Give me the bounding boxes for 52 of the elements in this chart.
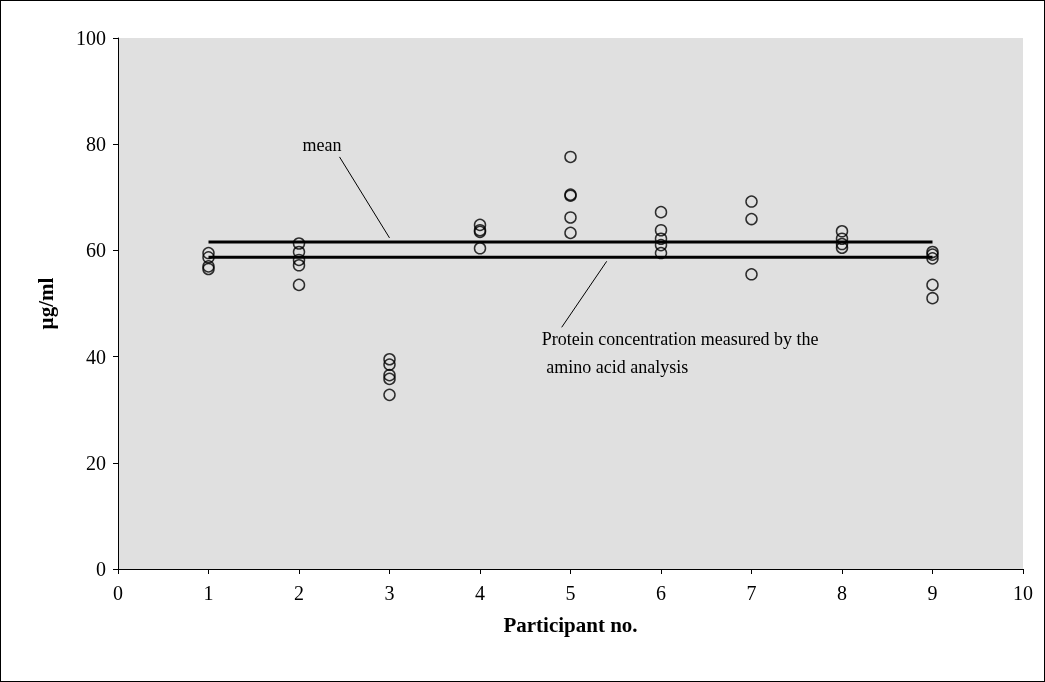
y-tick-label: 80 [86, 133, 106, 156]
point [473, 242, 487, 255]
x-tick-label: 5 [565, 582, 576, 604]
point [654, 238, 668, 252]
point [564, 211, 577, 224]
point [292, 253, 306, 267]
annotation: mean [302, 134, 342, 155]
point [654, 205, 668, 219]
point [926, 278, 939, 292]
point [745, 268, 758, 281]
x-tick-label: 2 [294, 582, 304, 604]
point [292, 259, 306, 272]
point [202, 246, 215, 260]
y-axis-title: µg/ml [33, 277, 58, 330]
point [835, 241, 849, 254]
annotation: Protein concentration measured by the amino acid analysis [541, 329, 819, 378]
point [292, 245, 306, 259]
x-tick-label: 9 [927, 582, 938, 604]
point [292, 278, 306, 292]
point [383, 358, 396, 371]
x-tick-label: 1 [203, 582, 214, 604]
point [383, 388, 396, 402]
y-tick-label: 100 [76, 27, 106, 49]
point [926, 252, 939, 265]
x-tick-label: 4 [475, 582, 485, 604]
point [835, 237, 849, 251]
y-tick-label: 0 [96, 558, 106, 580]
x-tick-label: 3 [384, 582, 395, 604]
y-tick-label: 40 [86, 345, 106, 368]
point [473, 218, 487, 232]
point [835, 232, 849, 245]
point [292, 237, 306, 250]
x-tick-label: 10 [1013, 582, 1033, 604]
point [202, 251, 215, 264]
point [835, 225, 849, 238]
point [383, 353, 396, 366]
y-tick-label: 60 [86, 239, 106, 262]
point [745, 195, 758, 208]
point [383, 368, 396, 382]
x-axis-title: Participant no. [503, 612, 638, 637]
point [383, 372, 396, 386]
x-tick-label: 6 [656, 582, 666, 604]
y-tick-label: 20 [86, 451, 106, 474]
point [926, 291, 939, 305]
x-tick-label: 0 [113, 582, 123, 604]
x-tick-label: 7 [746, 582, 757, 604]
x-tick-label: 8 [837, 582, 847, 604]
point [654, 232, 668, 245]
point [564, 226, 577, 240]
point [654, 223, 668, 237]
point [745, 212, 758, 226]
point [564, 150, 577, 164]
